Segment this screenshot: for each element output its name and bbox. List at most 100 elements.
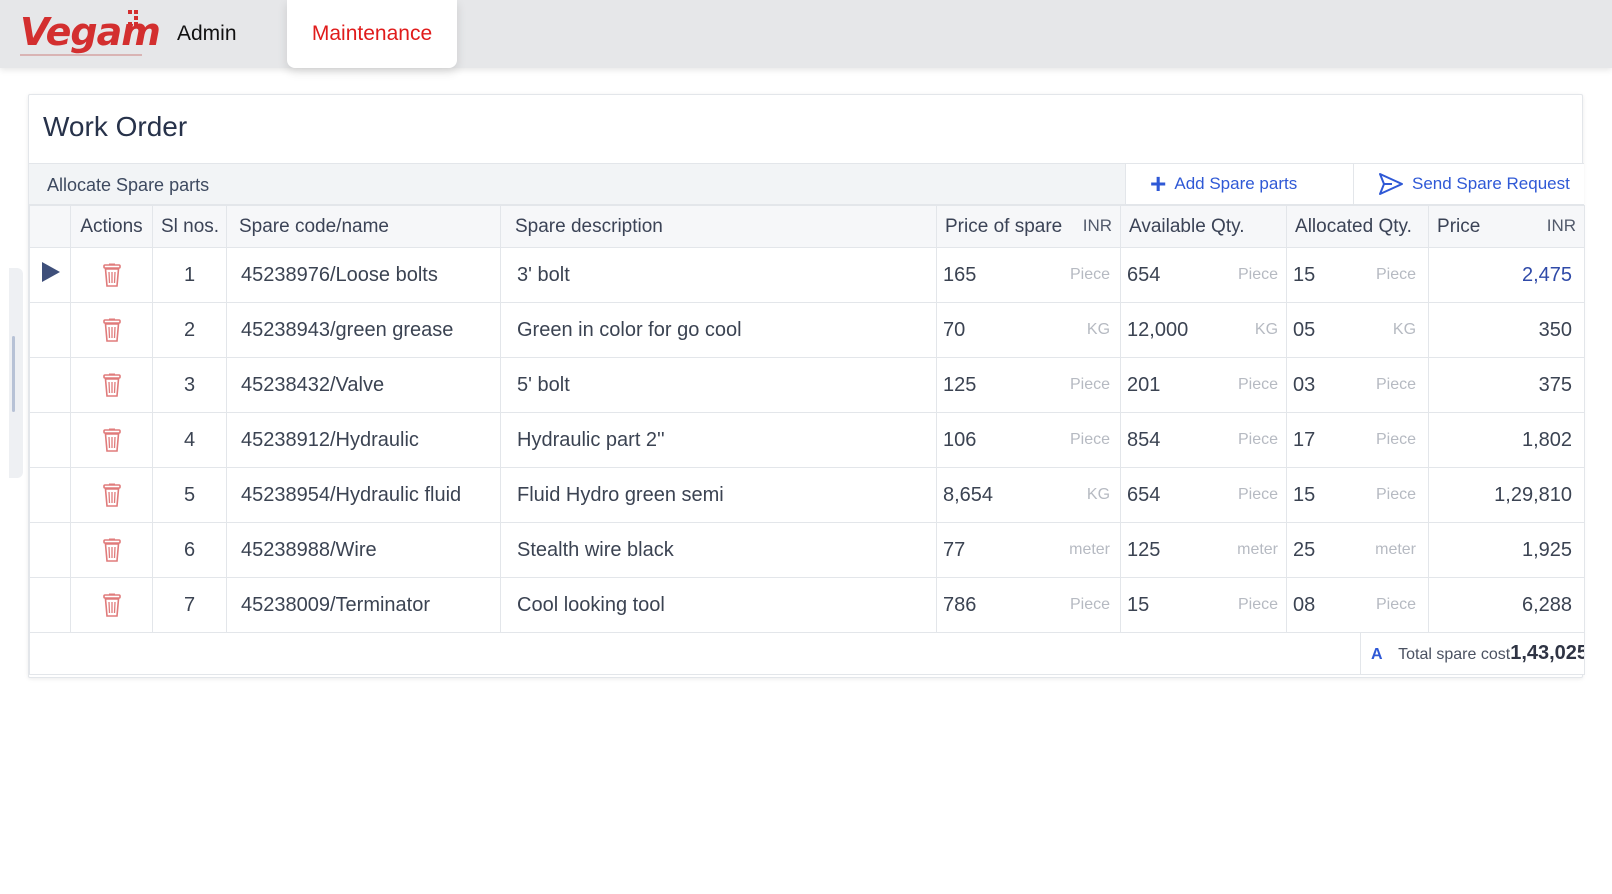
row-available-unit: Piece [1220, 357, 1288, 413]
row-allocated-unit: Piece [1360, 577, 1430, 633]
row-price-unit: KG [1052, 302, 1122, 358]
row-available-unit: Piece [1220, 412, 1288, 468]
row-available-qty[interactable]: 654 [1120, 247, 1221, 303]
row-sl: 1 [152, 247, 227, 303]
row-spare-description[interactable]: Green in color for go cool [500, 302, 937, 358]
row-available-qty[interactable]: 854 [1120, 412, 1221, 468]
row-pointer-cell [29, 357, 71, 413]
row-available-unit: KG [1220, 302, 1288, 358]
table-row[interactable]: 6 45238988/Wire Stealth wire black 77 meter 1… [29, 522, 1586, 578]
row-allocated-qty[interactable]: 03 [1286, 357, 1361, 413]
row-spare-description[interactable]: Stealth wire black [500, 522, 937, 578]
work-order-card: Work Order Allocate Spare parts + Add Sp… [28, 94, 1586, 678]
add-spare-parts-label: Add Spare parts [1174, 174, 1298, 193]
total-row: A Total spare cost 1,43,025 [28, 632, 1586, 675]
row-spare-description[interactable]: Hydraulic part 2'' [500, 412, 937, 468]
row-pointer-cell [29, 412, 71, 468]
trash-icon[interactable] [101, 593, 123, 617]
row-available-qty[interactable]: 654 [1120, 467, 1221, 523]
trash-icon[interactable] [101, 538, 123, 562]
row-available-unit: Piece [1220, 247, 1288, 303]
col-allocated-qty[interactable]: Allocated Qty. [1286, 205, 1430, 248]
row-spare-code[interactable]: 45238954/Hydraulic fluid [226, 467, 501, 523]
row-spare-description[interactable]: Fluid Hydro green semi [500, 467, 937, 523]
row-price-of-spare[interactable]: 8,654 [936, 467, 1053, 523]
row-pointer-cell [29, 302, 71, 358]
vegam-logo[interactable]: Vegam [20, 10, 161, 54]
row-available-qty[interactable]: 201 [1120, 357, 1221, 413]
trash-icon[interactable] [101, 428, 123, 452]
spare-parts-table: Actions Sl nos. Spare code/name Spare de… [28, 205, 1586, 675]
row-actions-cell [70, 247, 153, 303]
total-spacer [28, 632, 1362, 675]
row-available-unit: Piece [1220, 467, 1288, 523]
row-price-unit: Piece [1052, 357, 1122, 413]
page-title: Work Order [43, 111, 188, 142]
row-allocated-qty[interactable]: 15 [1286, 247, 1361, 303]
table-row[interactable]: 4 45238912/Hydraulic Hydraulic part 2'' 106… [29, 412, 1586, 468]
row-sl: 5 [152, 467, 227, 523]
trash-icon[interactable] [101, 483, 123, 507]
row-price-of-spare[interactable]: 125 [936, 357, 1053, 413]
row-spare-code[interactable]: 45238432/Valve [226, 357, 501, 413]
table-row[interactable]: 3 45238432/Valve 5' bolt 125 Piece 201 Piece 03… [29, 357, 1586, 413]
row-sl: 6 [152, 522, 227, 578]
row-price-of-spare[interactable]: 165 [936, 247, 1053, 303]
col-spare-code[interactable]: Spare code/name [226, 205, 501, 248]
row-allocated-qty[interactable]: 15 [1286, 467, 1361, 523]
row-spare-code[interactable]: 45238912/Hydraulic [226, 412, 501, 468]
row-spare-code[interactable]: 45238976/Loose bolts [226, 247, 501, 303]
table-row[interactable]: 2 45238943/green grease Green in color for… [29, 302, 1586, 358]
row-allocated-qty[interactable]: 17 [1286, 412, 1361, 468]
row-price: 1,925 [1428, 522, 1586, 578]
col-spare-description[interactable]: Spare description [500, 205, 937, 248]
trash-icon[interactable] [101, 373, 123, 397]
trash-icon[interactable] [101, 318, 123, 342]
row-allocated-unit: Piece [1360, 357, 1430, 413]
add-spare-parts-button[interactable]: + Add Spare parts [1125, 164, 1353, 204]
row-spare-code[interactable]: 45238009/Terminator [226, 577, 501, 633]
col-price[interactable]: Price INR [1428, 205, 1586, 248]
row-spare-code[interactable]: 45238943/green grease [226, 302, 501, 358]
row-price: 1,802 [1428, 412, 1586, 468]
row-pointer-cell [29, 467, 71, 523]
table-row[interactable]: 1 45238976/Loose bolts 3' bolt 165 Piece 654 P… [29, 247, 1586, 303]
row-price-unit: Piece [1052, 577, 1122, 633]
allocate-spare-header: Allocate Spare parts + Add Spare parts S… [29, 163, 1584, 205]
row-price-of-spare[interactable]: 70 [936, 302, 1053, 358]
table-row[interactable]: 7 45238009/Terminator Cool looking tool 786… [29, 577, 1586, 633]
row-spare-description[interactable]: Cool looking tool [500, 577, 937, 633]
row-price-of-spare[interactable]: 786 [936, 577, 1053, 633]
nav-tab-admin[interactable]: Admin [177, 22, 237, 45]
row-price-of-spare[interactable]: 106 [936, 412, 1053, 468]
row-price: 6,288 [1428, 577, 1586, 633]
row-available-qty[interactable]: 125 [1120, 522, 1221, 578]
row-pointer-cell [29, 522, 71, 578]
row-available-qty[interactable]: 12,000 [1120, 302, 1221, 358]
top-nav-bar: Vegam Admin Maintenance [0, 0, 1612, 68]
row-price-of-spare[interactable]: 77 [936, 522, 1053, 578]
row-allocated-unit: meter [1360, 522, 1430, 578]
logo-underline [20, 54, 142, 56]
row-available-qty[interactable]: 15 [1120, 577, 1221, 633]
row-spare-code[interactable]: 45238988/Wire [226, 522, 501, 578]
col-available-qty[interactable]: Available Qty. [1120, 205, 1288, 248]
trash-icon[interactable] [101, 263, 123, 287]
nav-tab-maintenance[interactable]: Maintenance [287, 0, 457, 68]
row-price-unit: Piece [1052, 412, 1122, 468]
col-price-of-spare[interactable]: Price of spare INR [935, 205, 1122, 248]
side-drawer-handle[interactable] [9, 268, 23, 478]
row-allocated-qty[interactable]: 05 [1286, 302, 1361, 358]
row-allocated-unit: Piece [1360, 467, 1430, 523]
table-row[interactable]: 5 45238954/Hydraulic fluid Fluid Hydro gre… [29, 467, 1586, 523]
row-spare-description[interactable]: 3' bolt [500, 247, 937, 303]
col-total-currency: INR [1546, 215, 1577, 235]
row-spare-description[interactable]: 5' bolt [500, 357, 937, 413]
row-available-unit: Piece [1220, 577, 1288, 633]
row-available-unit: meter [1220, 522, 1288, 578]
send-spare-request-button[interactable]: Send Spare Request [1353, 164, 1584, 204]
row-sl: 3 [152, 357, 227, 413]
row-pointer-cell [29, 247, 71, 303]
row-allocated-qty[interactable]: 08 [1286, 577, 1361, 633]
row-allocated-qty[interactable]: 25 [1286, 522, 1361, 578]
